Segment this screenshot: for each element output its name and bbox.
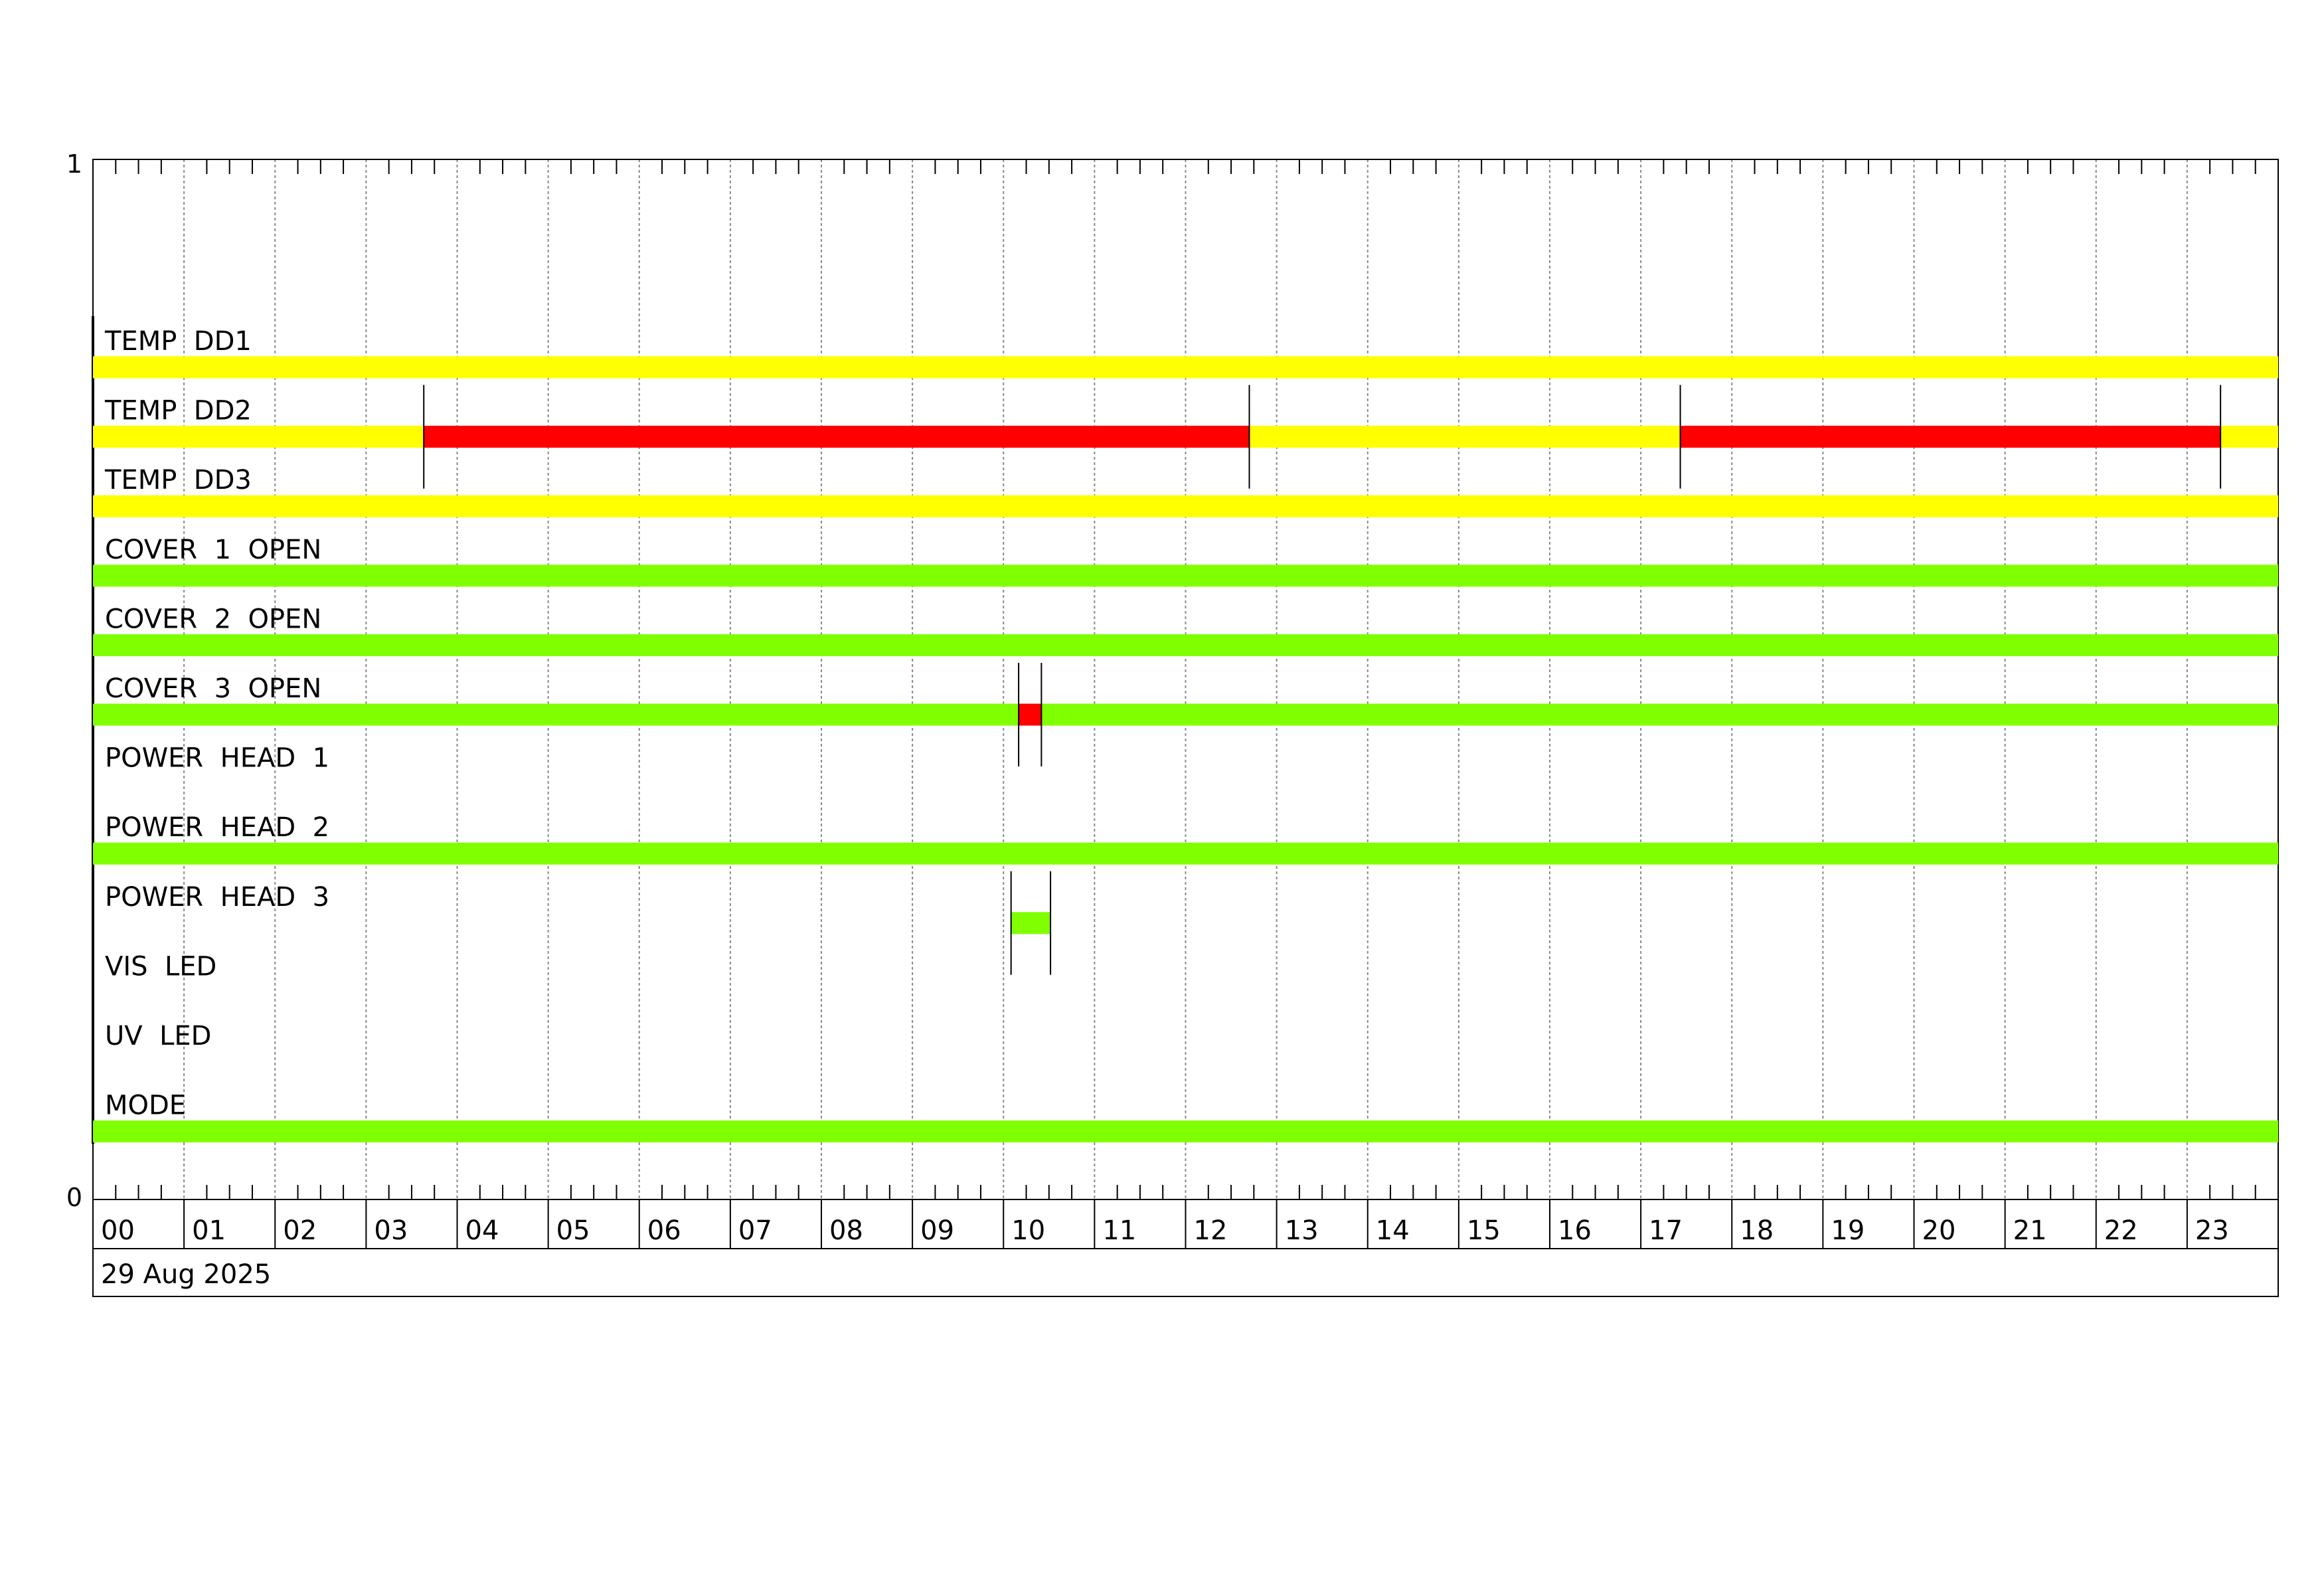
status-segment-green	[93, 634, 2278, 656]
status-segment-yellow	[1249, 426, 1681, 448]
timeline-row: COVER 1 OPEN	[93, 535, 2278, 587]
status-segment-yellow	[2220, 426, 2278, 448]
row-label: COVER 1 OPEN	[105, 535, 321, 565]
row-label: VIS LED	[105, 951, 216, 982]
row-label: POWER HEAD 3	[105, 882, 329, 913]
row-label: UV LED	[105, 1021, 211, 1051]
timeline-row: TEMP DD2	[93, 385, 2278, 489]
status-segment-green	[1011, 912, 1051, 934]
status-segment-red	[424, 426, 1250, 448]
status-segment-red	[1680, 426, 2221, 448]
y-tick-label: 1	[66, 149, 82, 179]
x-tick-label: 00	[101, 1215, 135, 1246]
row-label: TEMP DD2	[104, 396, 252, 426]
row-label: POWER HEAD 1	[105, 743, 329, 774]
x-tick-label: 14	[1376, 1215, 1410, 1246]
status-segment-green	[1041, 703, 2278, 726]
row-label: TEMP DD1	[104, 326, 252, 357]
timeline-row: MODE	[93, 1091, 2278, 1143]
x-tick-label: 05	[556, 1215, 590, 1246]
x-tick-label: 19	[1831, 1215, 1865, 1246]
status-segment-yellow	[93, 426, 424, 448]
row-label: TEMP DD3	[104, 465, 252, 495]
timeline-row: UV LED	[105, 1021, 211, 1051]
x-tick-label: 23	[2195, 1215, 2229, 1246]
x-tick-label: 21	[2013, 1215, 2047, 1246]
row-label: POWER HEAD 2	[105, 812, 329, 843]
timeline-row: POWER HEAD 2	[93, 812, 2278, 865]
x-tick-label: 02	[283, 1215, 317, 1246]
x-tick-label: 10	[1011, 1215, 1045, 1246]
x-tick-label: 04	[465, 1215, 499, 1246]
x-tick-label: 09	[920, 1215, 954, 1246]
x-tick-label: 01	[192, 1215, 226, 1246]
row-label: MODE	[105, 1091, 186, 1121]
x-tick-label: 16	[1558, 1215, 1592, 1246]
x-tick-label: 12	[1194, 1215, 1228, 1246]
timeline-row: COVER 3 OPEN	[93, 663, 2278, 766]
status-segment-green	[93, 565, 2278, 587]
status-segment-yellow	[93, 495, 2278, 517]
timeline-row: VIS LED	[105, 951, 216, 982]
x-tick-label: 07	[738, 1215, 772, 1246]
x-tick-label: 22	[2104, 1215, 2138, 1246]
status-segment-green	[93, 1120, 2278, 1143]
x-tick-label: 20	[1922, 1215, 1956, 1246]
status-segment-yellow	[93, 356, 2278, 379]
x-tick-label: 17	[1649, 1215, 1683, 1246]
row-label: COVER 2 OPEN	[105, 604, 321, 634]
timeline-row: POWER HEAD 3	[105, 871, 1052, 975]
timeline-row: COVER 2 OPEN	[93, 604, 2278, 656]
x-tick-label: 03	[374, 1215, 408, 1246]
x-tick-label: 13	[1285, 1215, 1319, 1246]
x-tick-label: 15	[1467, 1215, 1501, 1246]
date-label: 29 Aug 2025	[101, 1259, 271, 1290]
x-tick-label: 06	[647, 1215, 681, 1246]
timeline-row: TEMP DD1	[93, 326, 2278, 379]
status-segment-green	[93, 703, 1019, 726]
y-tick-label: 0	[66, 1183, 82, 1212]
x-tick-label: 18	[1740, 1215, 1774, 1246]
status-segment-green	[93, 842, 2278, 865]
x-tick-label: 11	[1102, 1215, 1136, 1246]
timeline-row: POWER HEAD 1	[105, 743, 329, 774]
status-segment-red	[1019, 703, 1042, 726]
timeline-row: TEMP DD3	[93, 465, 2278, 517]
row-label: COVER 3 OPEN	[105, 673, 321, 704]
x-tick-label: 08	[829, 1215, 863, 1246]
